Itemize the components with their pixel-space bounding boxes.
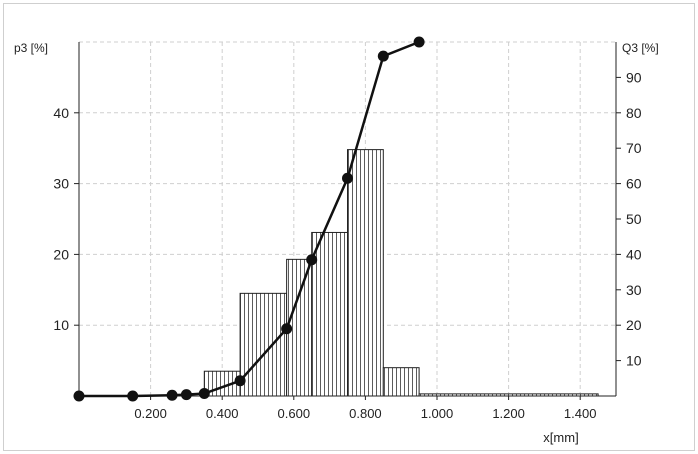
y-right-tick-label: 70 [626,140,642,156]
y-left-tick-label: 30 [53,176,69,192]
cumulative-curve [73,36,425,402]
cumulative-point [180,389,192,401]
cumulative-point [306,254,318,266]
cumulative-point [73,390,85,402]
cumulative-point [413,36,425,48]
y-right-tick-label: 80 [626,105,642,121]
y-right-tick-label: 20 [626,317,642,333]
x-tick-label: 0.200 [134,406,167,421]
y-right-tick-label: 90 [626,69,642,85]
histogram-bar [311,231,349,397]
histogram-bar [382,367,420,397]
y-right-tick-label: 60 [626,176,642,192]
cumulative-point [377,50,389,62]
chart-frame: 0.200 0.400 0.600 0.800 1.000 1.200 1.400 10 20 3… [3,3,695,451]
cumulative-point [281,323,293,335]
y-axis-left-label: p3 [%] [14,41,48,55]
x-tick-label: 1.000 [421,406,454,421]
x-tick-label: 1.400 [564,406,597,421]
y-left-tick-label: 40 [53,105,69,121]
cumulative-point [234,375,246,387]
y-axis-right-label: Q3 [%] [622,41,659,55]
histogram-bar [347,149,384,397]
x-tick-label: 0.800 [349,406,382,421]
x-axis-label: x[mm] [543,430,578,445]
y-right-tick-label: 40 [626,246,642,262]
cumulative-point [166,389,178,401]
x-tick-label: 0.400 [206,406,239,421]
histogram-bar [239,292,288,397]
x-tick-label: 0.600 [278,406,311,421]
histogram-bars [203,149,599,397]
y-left-tick-label: 20 [53,246,69,262]
cumulative-point [198,388,210,400]
y-right-tick-label: 10 [626,353,642,369]
cumulative-point [342,172,353,184]
x-tick-label: 1.200 [492,406,525,421]
y-right-tick-label: 50 [626,211,642,227]
y-right-tick-label: 30 [626,282,642,298]
axes: 0.200 0.400 0.600 0.800 1.000 1.200 1.400 10 20 3… [53,42,642,421]
y-left-tick-label: 10 [53,317,69,333]
cumulative-point [127,390,139,402]
chart-svg: 0.200 0.400 0.600 0.800 1.000 1.200 1.400 10 20 3… [14,36,659,445]
